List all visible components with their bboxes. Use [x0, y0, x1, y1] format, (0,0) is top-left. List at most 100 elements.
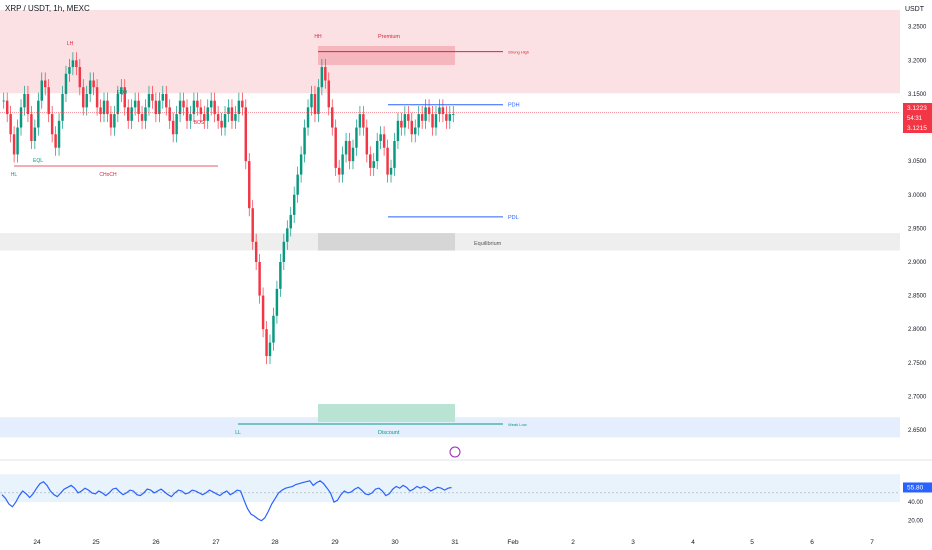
level-label-weak-low: Weak Low [508, 422, 527, 427]
candle-body [306, 107, 310, 128]
candle-body [261, 295, 265, 330]
candle-body [320, 67, 324, 88]
zone-label-premium: Premium [378, 34, 400, 40]
candle-body [241, 100, 244, 108]
candle-body [358, 114, 362, 128]
candle-body [327, 80, 331, 108]
candle-body [237, 100, 241, 115]
candle-body [317, 87, 320, 115]
x-tick-label: 26 [152, 539, 160, 546]
candle-body [445, 114, 448, 121]
candle-body [64, 73, 68, 94]
candle-body [414, 127, 417, 135]
candle-body [299, 154, 303, 175]
candle-body [50, 114, 54, 135]
x-tick-label: 29 [331, 539, 339, 546]
zone-label-equilibrium: Equilibrium [474, 241, 502, 247]
x-tick-label: 30 [391, 539, 399, 546]
x-tick-label: 4 [691, 539, 695, 546]
candle-body [196, 100, 199, 108]
level-label-pdl: PDL [508, 215, 519, 221]
candle-body [68, 67, 71, 74]
candle-body [396, 120, 400, 141]
x-tick-label: 25 [92, 539, 100, 546]
x-tick-label: 28 [271, 539, 279, 546]
candle-body [175, 114, 178, 135]
x-tick-label: 7 [870, 539, 874, 546]
rsi-badge-value: 55.80 [907, 484, 924, 491]
candle-body [448, 114, 452, 121]
y-tick-label: 2.7500 [908, 361, 927, 367]
candle-body [137, 100, 140, 115]
candle-body [37, 100, 40, 128]
candle-body [375, 140, 379, 162]
candle-body [434, 114, 438, 128]
candle-body [57, 120, 61, 148]
price-badge-countdown: 54:31 [907, 116, 923, 122]
candle-body [275, 288, 279, 316]
candle-body [151, 93, 154, 101]
candle-body [324, 67, 327, 81]
candle-body [292, 194, 296, 215]
candle-body [5, 100, 9, 115]
candle-body [75, 60, 78, 68]
candle-body [393, 140, 396, 168]
lightning-icon [449, 446, 461, 458]
candle-body [147, 93, 151, 108]
candle-body [244, 107, 248, 162]
candle-body [126, 107, 130, 121]
y-tick-label: 2.9000 [908, 260, 927, 266]
x-tick-label: 27 [212, 539, 220, 546]
x-tick-label: 24 [33, 539, 41, 546]
candle-body [410, 120, 414, 135]
structure-label-bos: BOS [194, 120, 205, 126]
level-label-pdh: PDH [508, 103, 520, 109]
candle-body [286, 228, 289, 242]
zone-discount [0, 417, 900, 438]
candle-body [331, 107, 334, 128]
candle-body [348, 140, 351, 162]
candle-body [133, 100, 137, 108]
structure-label-eql: EQL [33, 158, 43, 164]
currency-label: USDT [904, 6, 924, 13]
structure-label-ll: LL [235, 430, 241, 436]
symbol-title: XRP / USDT, 1h, MEXC [5, 4, 90, 13]
candle-body [427, 107, 431, 115]
candle-body [452, 114, 455, 115]
y-tick-label: 3.0000 [908, 193, 927, 199]
candle-body [54, 134, 57, 148]
candle-body [61, 93, 64, 121]
candle-body [209, 100, 213, 108]
candle-body [95, 87, 99, 108]
candle-body [199, 107, 203, 115]
candle-body [268, 342, 272, 357]
candle-body [23, 93, 26, 108]
candle-body [30, 114, 33, 141]
y-tick-label: 3.2000 [908, 58, 927, 64]
candle-body [254, 241, 258, 262]
candle-body [372, 161, 375, 168]
candle-body [351, 147, 355, 162]
y-tick-label: 2.7000 [908, 394, 927, 400]
candle-body [71, 60, 75, 68]
candle-body [12, 134, 16, 155]
candle-body [417, 114, 420, 128]
x-tick-label: 3 [631, 539, 635, 546]
price-badge-prev: 3.1215 [907, 125, 927, 132]
candle-body [109, 114, 113, 128]
candle-body [85, 93, 88, 108]
candle-body [362, 114, 365, 128]
candle-body [438, 107, 441, 115]
candle-body [171, 120, 175, 135]
structure-label-eqh: EQH [117, 90, 128, 96]
candle-body [189, 114, 192, 121]
structure-label-lh: LH [67, 41, 74, 47]
candle-body [140, 114, 144, 121]
structure-label-choch: CHoCH [99, 172, 117, 178]
x-tick-label: 6 [810, 539, 814, 546]
price-badge [903, 103, 932, 133]
candle-body [9, 114, 12, 135]
y-tick-label: 3.0500 [908, 159, 927, 165]
y-tick-label: 3.2500 [908, 25, 927, 31]
